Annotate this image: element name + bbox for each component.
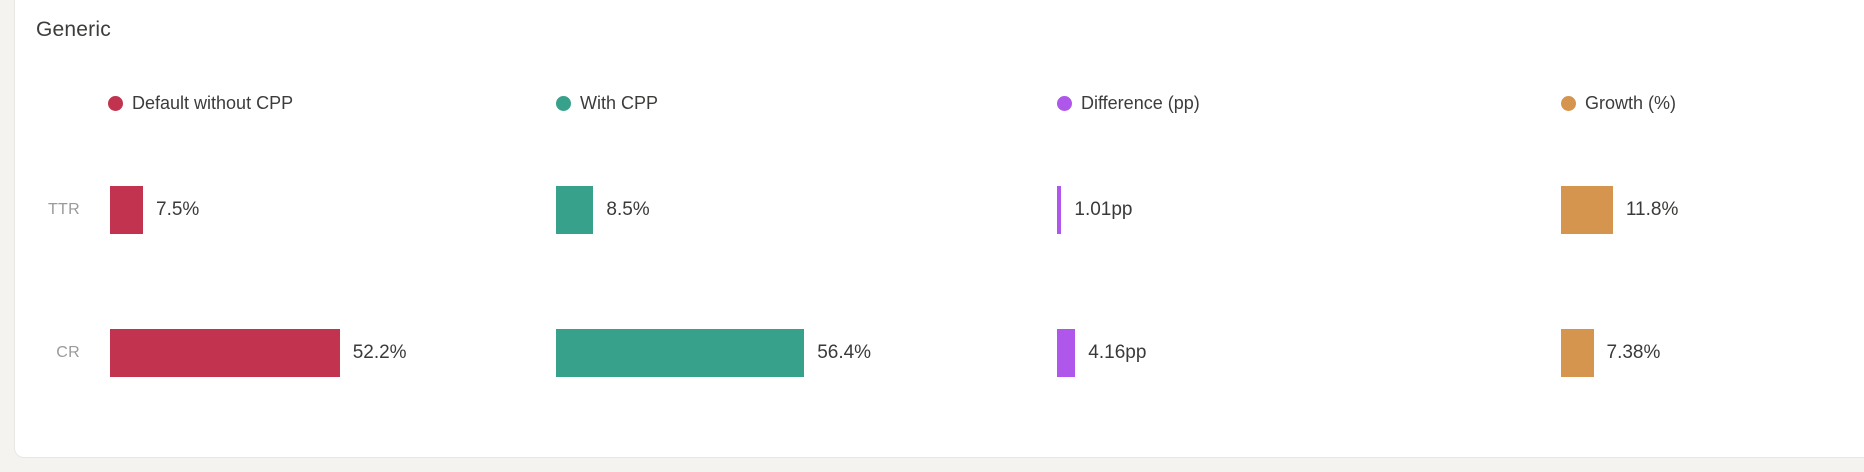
bar-value-label: 8.5%: [606, 199, 650, 220]
bar-cr-with-cpp[interactable]: [556, 329, 805, 377]
card-title: Generic: [36, 18, 111, 41]
bar-cr-growth-pct[interactable]: [1561, 329, 1594, 377]
bar-cell-cr-with-cpp: 56.4%: [556, 329, 871, 377]
bar-cell-ttr-default: 7.5%: [110, 186, 199, 234]
row-label-cr: CR: [56, 344, 80, 361]
bar-ttr-growth-pct[interactable]: [1561, 186, 1613, 234]
legend-dot-growth-pct: [1561, 95, 1576, 111]
bar-value-label: 1.01pp: [1074, 199, 1133, 220]
bar-ttr-default-without-cpp[interactable]: [110, 186, 143, 234]
bar-cell-cr-default: 52.2%: [110, 329, 407, 377]
bar-value-label: 4.16pp: [1088, 342, 1147, 363]
bar-ttr-difference-pp[interactable]: [1057, 186, 1062, 234]
bar-value-label: 52.2%: [352, 342, 407, 363]
generic-metrics-card: [14, 0, 1864, 458]
legend-label: With CPP: [580, 92, 659, 113]
bar-cell-cr-difference: 4.16pp: [1057, 329, 1146, 377]
legend-item-growth-pct[interactable]: Growth (%): [1561, 88, 1676, 118]
bar-value-label: 7.38%: [1606, 342, 1661, 363]
row-label-ttr: TTR: [47, 201, 80, 218]
bar-cell-cr-growth: 7.38%: [1561, 329, 1660, 377]
legend-dot-with-cpp: [556, 95, 571, 111]
legend-item-default-without-cpp[interactable]: Default without CPP: [108, 88, 293, 118]
bar-cell-ttr-growth: 11.8%: [1561, 186, 1678, 234]
bar-cr-difference-pp[interactable]: [1057, 329, 1076, 377]
bar-value-label: 11.8%: [1625, 199, 1679, 220]
bar-cell-ttr-difference: 1.01pp: [1057, 186, 1133, 234]
legend-label: Difference (pp): [1081, 92, 1200, 113]
bar-value-label: 56.4%: [817, 342, 872, 363]
bar-ttr-with-cpp[interactable]: [556, 186, 594, 234]
legend-label: Default without CPP: [132, 92, 294, 113]
legend-label: Growth (%): [1585, 92, 1677, 113]
bar-value-label: 7.5%: [156, 199, 200, 220]
legend-dot-difference-pp: [1057, 95, 1072, 111]
bar-cr-default-without-cpp[interactable]: [110, 329, 340, 377]
legend-dot-default-without-cpp: [108, 95, 123, 111]
legend-item-with-cpp[interactable]: With CPP: [556, 88, 658, 118]
legend-item-difference-pp[interactable]: Difference (pp): [1057, 88, 1200, 118]
bar-cell-ttr-with-cpp: 8.5%: [556, 186, 650, 234]
